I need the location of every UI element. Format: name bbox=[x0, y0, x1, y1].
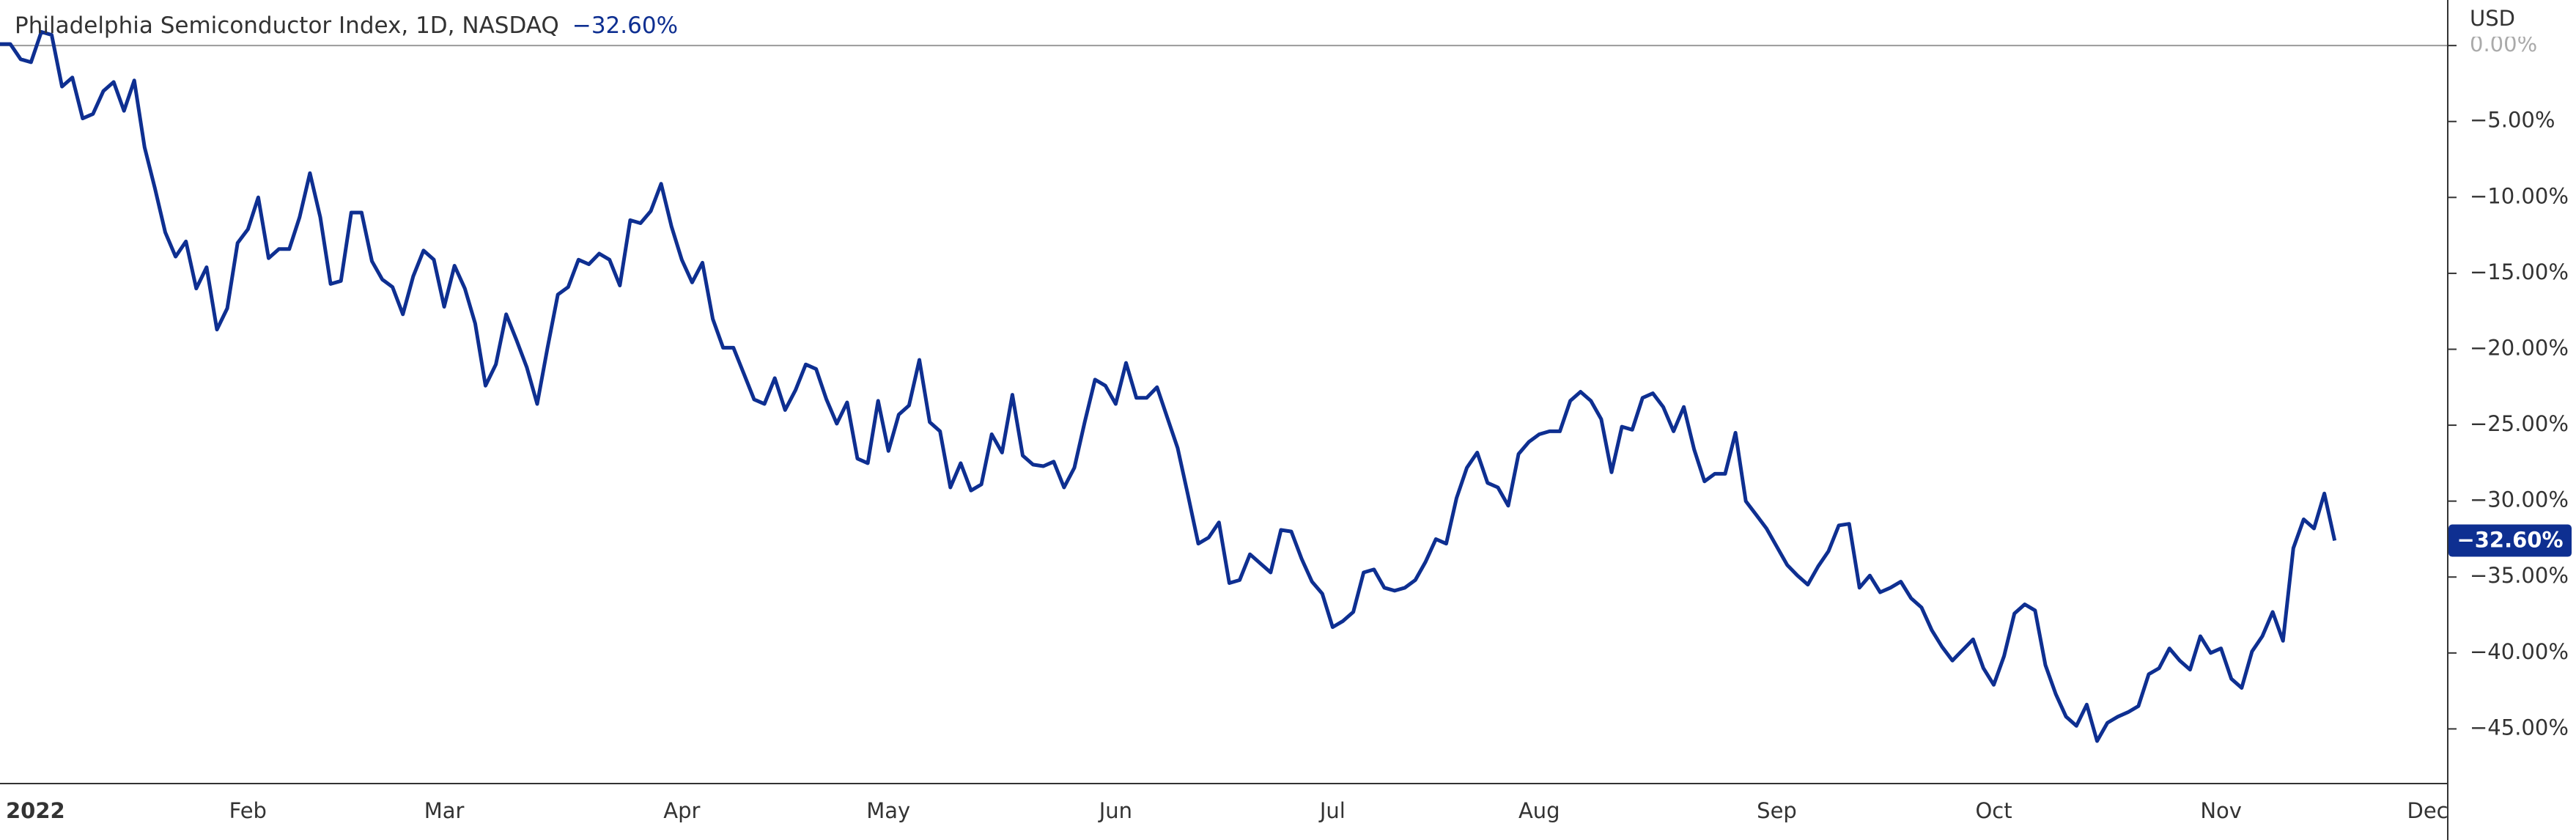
y-tick-label: −5.00% bbox=[2470, 108, 2555, 133]
y-tick-label: −40.00% bbox=[2470, 639, 2569, 664]
x-tick-label: Apr bbox=[663, 798, 700, 823]
price-line bbox=[0, 30, 2337, 743]
y-tick-label: −30.00% bbox=[2470, 487, 2569, 512]
x-tick-label: Nov bbox=[2200, 798, 2242, 823]
x-tick-label: Jul bbox=[1318, 798, 1346, 823]
chart-title: Philadelphia Semiconductor Index, 1D, NA… bbox=[15, 12, 678, 39]
x-tick-label: Dec bbox=[2407, 798, 2448, 823]
last-value-badge bbox=[2448, 524, 2572, 557]
change-label: −32.60% bbox=[572, 12, 678, 39]
x-axis: 2022 Feb Mar Apr May Jun Jul Aug Sep Oct Nov Dec bbox=[6, 798, 2448, 823]
axis-header bbox=[2448, 0, 2576, 37]
y-axis: 0.00%−5.00%−10.00%−15.00%−20.00%−25.00%−… bbox=[2448, 32, 2572, 740]
last-value-label: −32.60% bbox=[2457, 528, 2563, 553]
plot-area bbox=[0, 30, 2448, 743]
x-tick-label: 2022 bbox=[6, 798, 65, 823]
y-tick-label: −10.00% bbox=[2470, 183, 2569, 208]
x-tick-label: Mar bbox=[424, 798, 465, 823]
title: Philadelphia Semiconductor Index, 1D, NA… bbox=[15, 12, 559, 39]
x-tick-label: May bbox=[866, 798, 910, 823]
x-tick-label: Sep bbox=[1757, 798, 1797, 823]
y-tick-label: −15.00% bbox=[2470, 259, 2569, 284]
y-tick-label: −45.00% bbox=[2470, 715, 2569, 740]
x-tick-label: Oct bbox=[1975, 798, 2012, 823]
x-tick-label: Feb bbox=[229, 798, 267, 823]
y-axis-label: USD bbox=[2470, 6, 2515, 31]
y-tick-label: −25.00% bbox=[2470, 411, 2569, 436]
y-tick-label: −35.00% bbox=[2470, 563, 2569, 588]
y-tick-label: −20.00% bbox=[2470, 335, 2569, 360]
x-tick-label: Aug bbox=[1518, 798, 1560, 823]
x-tick-label: Jun bbox=[1098, 798, 1132, 823]
